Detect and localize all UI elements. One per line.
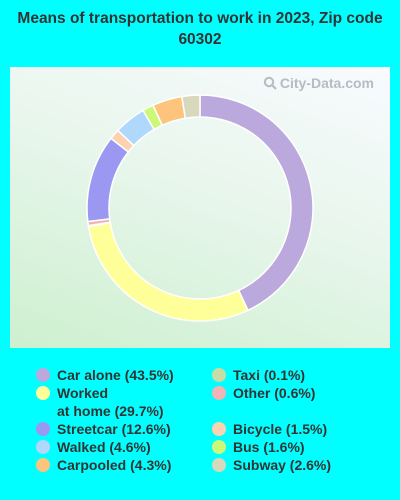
legend-item-car-alone: Car alone (43.5%) xyxy=(36,366,174,384)
watermark: City-Data.com xyxy=(263,75,374,91)
legend-swatch xyxy=(212,422,226,436)
slice-subway xyxy=(180,94,201,120)
legend-label: Worked at home (29.7%) xyxy=(57,385,164,419)
legend-label: Streetcar (12.6%) xyxy=(57,421,171,437)
legend-item-other: Other (0.6%) xyxy=(212,384,315,402)
chart-panel: City-Data.com xyxy=(10,67,390,348)
legend-swatch xyxy=(36,386,50,400)
legend-label: Walked (4.6%) xyxy=(57,439,151,455)
legend-swatch xyxy=(36,368,50,382)
legend-item-carpooled: Carpooled (4.3%) xyxy=(36,456,171,474)
legend-label: Other (0.6%) xyxy=(233,385,316,401)
magnifier-icon xyxy=(263,76,277,90)
watermark-text: City-Data.com xyxy=(279,75,374,91)
slice-streetcar xyxy=(86,137,130,223)
legend-swatch xyxy=(36,458,50,472)
legend-swatch xyxy=(212,386,226,400)
legend-item-worked-at-home: Worked at home (29.7%) xyxy=(36,384,164,420)
legend-swatch xyxy=(212,368,226,382)
donut-chart xyxy=(86,94,314,322)
chart-legend: Car alone (43.5%) Worked at home (29.7%) S… xyxy=(0,366,400,496)
legend-item-streetcar: Streetcar (12.6%) xyxy=(36,420,171,438)
slice-worked-at-home xyxy=(87,221,249,322)
legend-label: Car alone (43.5%) xyxy=(57,367,174,383)
legend-label: Bicycle (1.5%) xyxy=(233,421,328,437)
legend-label: Taxi (0.1%) xyxy=(233,367,306,383)
legend-item-taxi: Taxi (0.1%) xyxy=(212,366,305,384)
legend-item-bus: Bus (1.6%) xyxy=(212,438,305,456)
legend-item-walked: Walked (4.6%) xyxy=(36,438,151,456)
legend-swatch xyxy=(212,440,226,454)
legend-swatch xyxy=(36,422,50,436)
legend-swatch xyxy=(212,458,226,472)
legend-swatch xyxy=(36,440,50,454)
legend-label: Subway (2.6%) xyxy=(233,457,332,473)
legend-label: Bus (1.6%) xyxy=(233,439,305,455)
legend-item-subway: Subway (2.6%) xyxy=(212,456,331,474)
legend-item-bicycle: Bicycle (1.5%) xyxy=(212,420,327,438)
legend-label: Carpooled (4.3%) xyxy=(57,457,172,473)
chart-title: Means of transportation to work in 2023,… xyxy=(17,10,383,48)
slice-car-alone xyxy=(199,94,314,312)
